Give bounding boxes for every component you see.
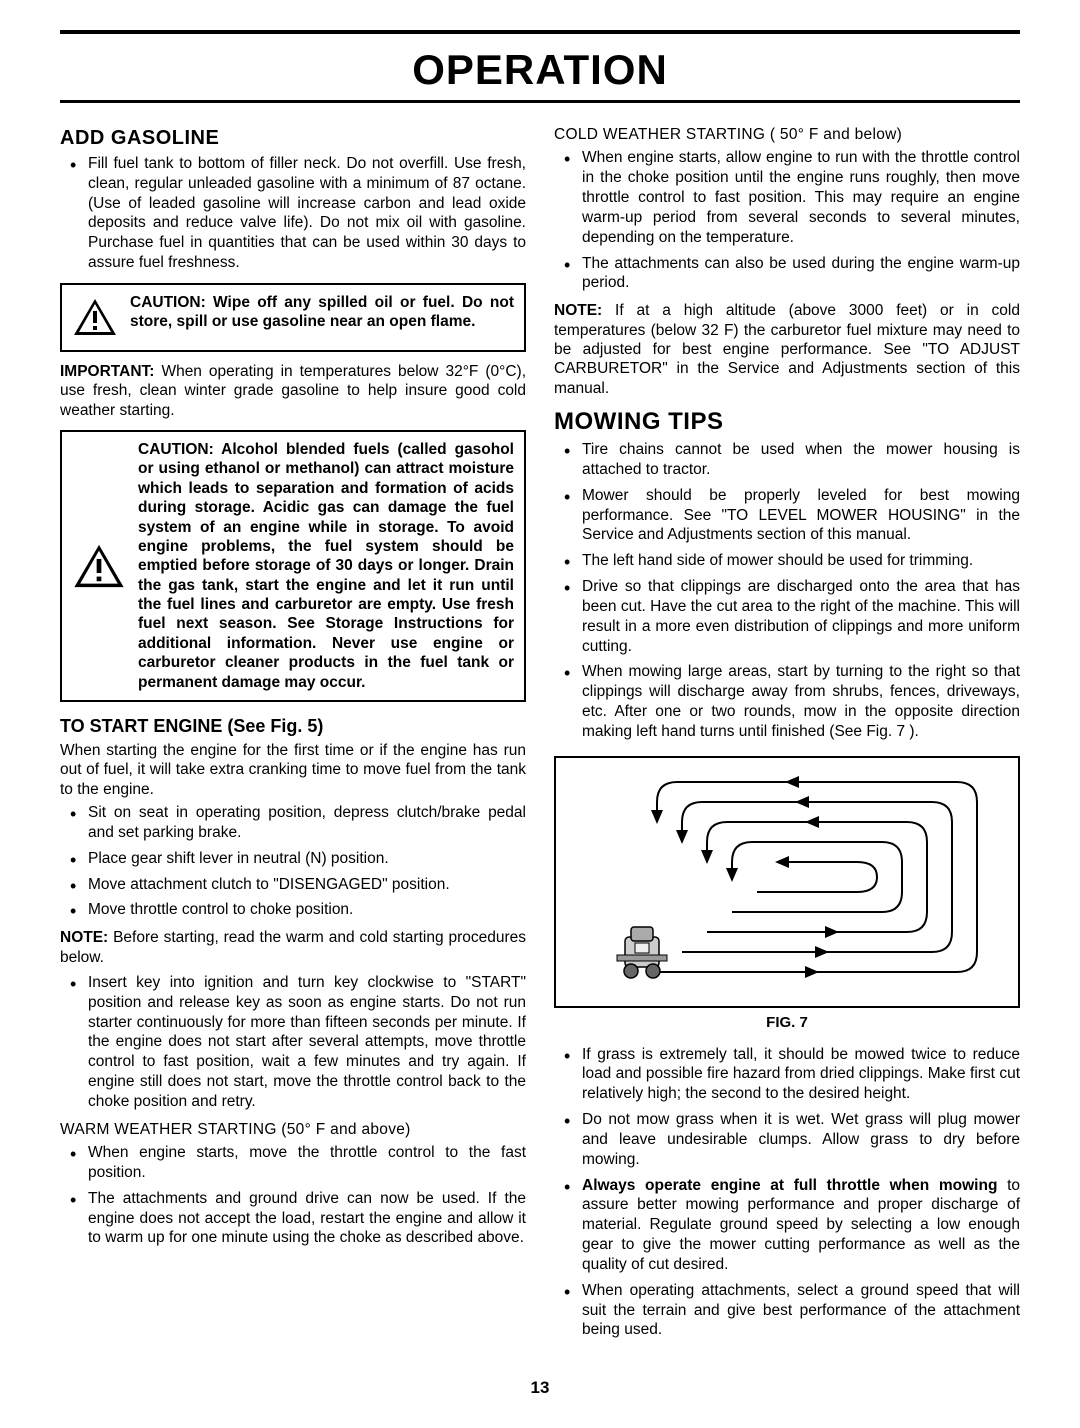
caution-text: CAUTION: Wipe off any spilled oil or fue… <box>130 293 514 332</box>
start-engine-list-1: Sit on seat in operating position, depre… <box>60 803 526 920</box>
bold-lead: Always operate engine at full throttle w… <box>582 1177 997 1194</box>
list-item: The left hand side of mower should be us… <box>554 551 1020 571</box>
cold-weather-heading: COLD WEATHER STARTING ( 50° F and below) <box>554 125 1020 144</box>
note-lead: NOTE: <box>554 302 602 319</box>
caution-box-spill: CAUTION: Wipe off any spilled oil or fue… <box>60 283 526 352</box>
list-item: Mower should be properly leveled for bes… <box>554 486 1020 545</box>
warm-weather-heading: WARM WEATHER STARTING (50° F and above) <box>60 1120 526 1139</box>
list-item: Drive so that clippings are discharged o… <box>554 577 1020 656</box>
caution-box-alcohol: CAUTION: Alcohol blended fuels (called g… <box>60 430 526 702</box>
cold-weather-list: When engine starts, allow engine to run … <box>554 148 1020 293</box>
warm-weather-list: When engine starts, move the throttle co… <box>60 1143 526 1248</box>
top-rule <box>60 30 1020 34</box>
tractor-icon <box>617 927 667 978</box>
list-item: Place gear shift lever in neutral (N) po… <box>60 849 526 869</box>
page-title: OPERATION <box>60 42 1020 100</box>
figure-7-box <box>554 756 1020 1008</box>
list-item: When operating attachments, select a gro… <box>554 1281 1020 1340</box>
warning-icon <box>72 538 126 595</box>
list-item: Move attachment clutch to "DISENGAGED" p… <box>60 875 526 895</box>
list-item: Do not mow grass when it is wet. Wet gra… <box>554 1110 1020 1169</box>
page-number: 13 <box>60 1378 1020 1398</box>
figure-caption: FIG. 7 <box>554 1014 1020 1031</box>
add-gasoline-list: Fill fuel tank to bottom of filler neck.… <box>60 154 526 273</box>
title-underline <box>60 100 1020 103</box>
list-item: The attachments and ground drive can now… <box>60 1189 526 1248</box>
mowing-tips-heading: MOWING TIPS <box>554 408 1020 436</box>
list-item: The attachments can also be used during … <box>554 254 1020 294</box>
left-column: ADD GASOLINE Fill fuel tank to bottom of… <box>60 121 526 1348</box>
start-engine-list-2: Insert key into ignition and turn key cl… <box>60 973 526 1112</box>
add-gasoline-heading: ADD GASOLINE <box>60 127 526 150</box>
start-engine-heading: TO START ENGINE (See Fig. 5) <box>60 716 526 737</box>
start-note: NOTE: Before starting, read the warm and… <box>60 928 526 967</box>
mowing-list-1: Tire chains cannot be used when the mowe… <box>554 440 1020 742</box>
mowing-pattern-diagram <box>587 772 987 992</box>
important-lead: IMPORTANT: <box>60 363 154 380</box>
list-item: When mowing large areas, start by turnin… <box>554 662 1020 741</box>
start-engine-intro: When starting the engine for the first t… <box>60 741 526 799</box>
important-note: IMPORTANT: When operating in temperature… <box>60 362 526 420</box>
right-column: COLD WEATHER STARTING ( 50° F and below)… <box>554 121 1020 1348</box>
note-text: Before starting, read the warm and cold … <box>60 929 526 965</box>
mowing-list-2: If grass is extremely tall, it should be… <box>554 1045 1020 1341</box>
list-item: Sit on seat in operating position, depre… <box>60 803 526 843</box>
list-item: When engine starts, allow engine to run … <box>554 148 1020 247</box>
altitude-note: NOTE: If at a high altitude (above 3000 … <box>554 301 1020 398</box>
note-text: If at a high altitude (above 3000 feet) … <box>554 302 1020 397</box>
list-item: If grass is extremely tall, it should be… <box>554 1045 1020 1104</box>
two-column-layout: ADD GASOLINE Fill fuel tank to bottom of… <box>60 121 1020 1348</box>
list-item: Always operate engine at full throttle w… <box>554 1176 1020 1275</box>
list-item: Move throttle control to choke position. <box>60 900 526 920</box>
list-item: Fill fuel tank to bottom of filler neck.… <box>60 154 526 273</box>
list-item: Tire chains cannot be used when the mowe… <box>554 440 1020 480</box>
note-lead: NOTE: <box>60 929 108 946</box>
caution-text: CAUTION: Alcohol blended fuels (called g… <box>138 440 514 692</box>
list-item: When engine starts, move the throttle co… <box>60 1143 526 1183</box>
list-item: Insert key into ignition and turn key cl… <box>60 973 526 1112</box>
warning-icon <box>72 293 118 342</box>
